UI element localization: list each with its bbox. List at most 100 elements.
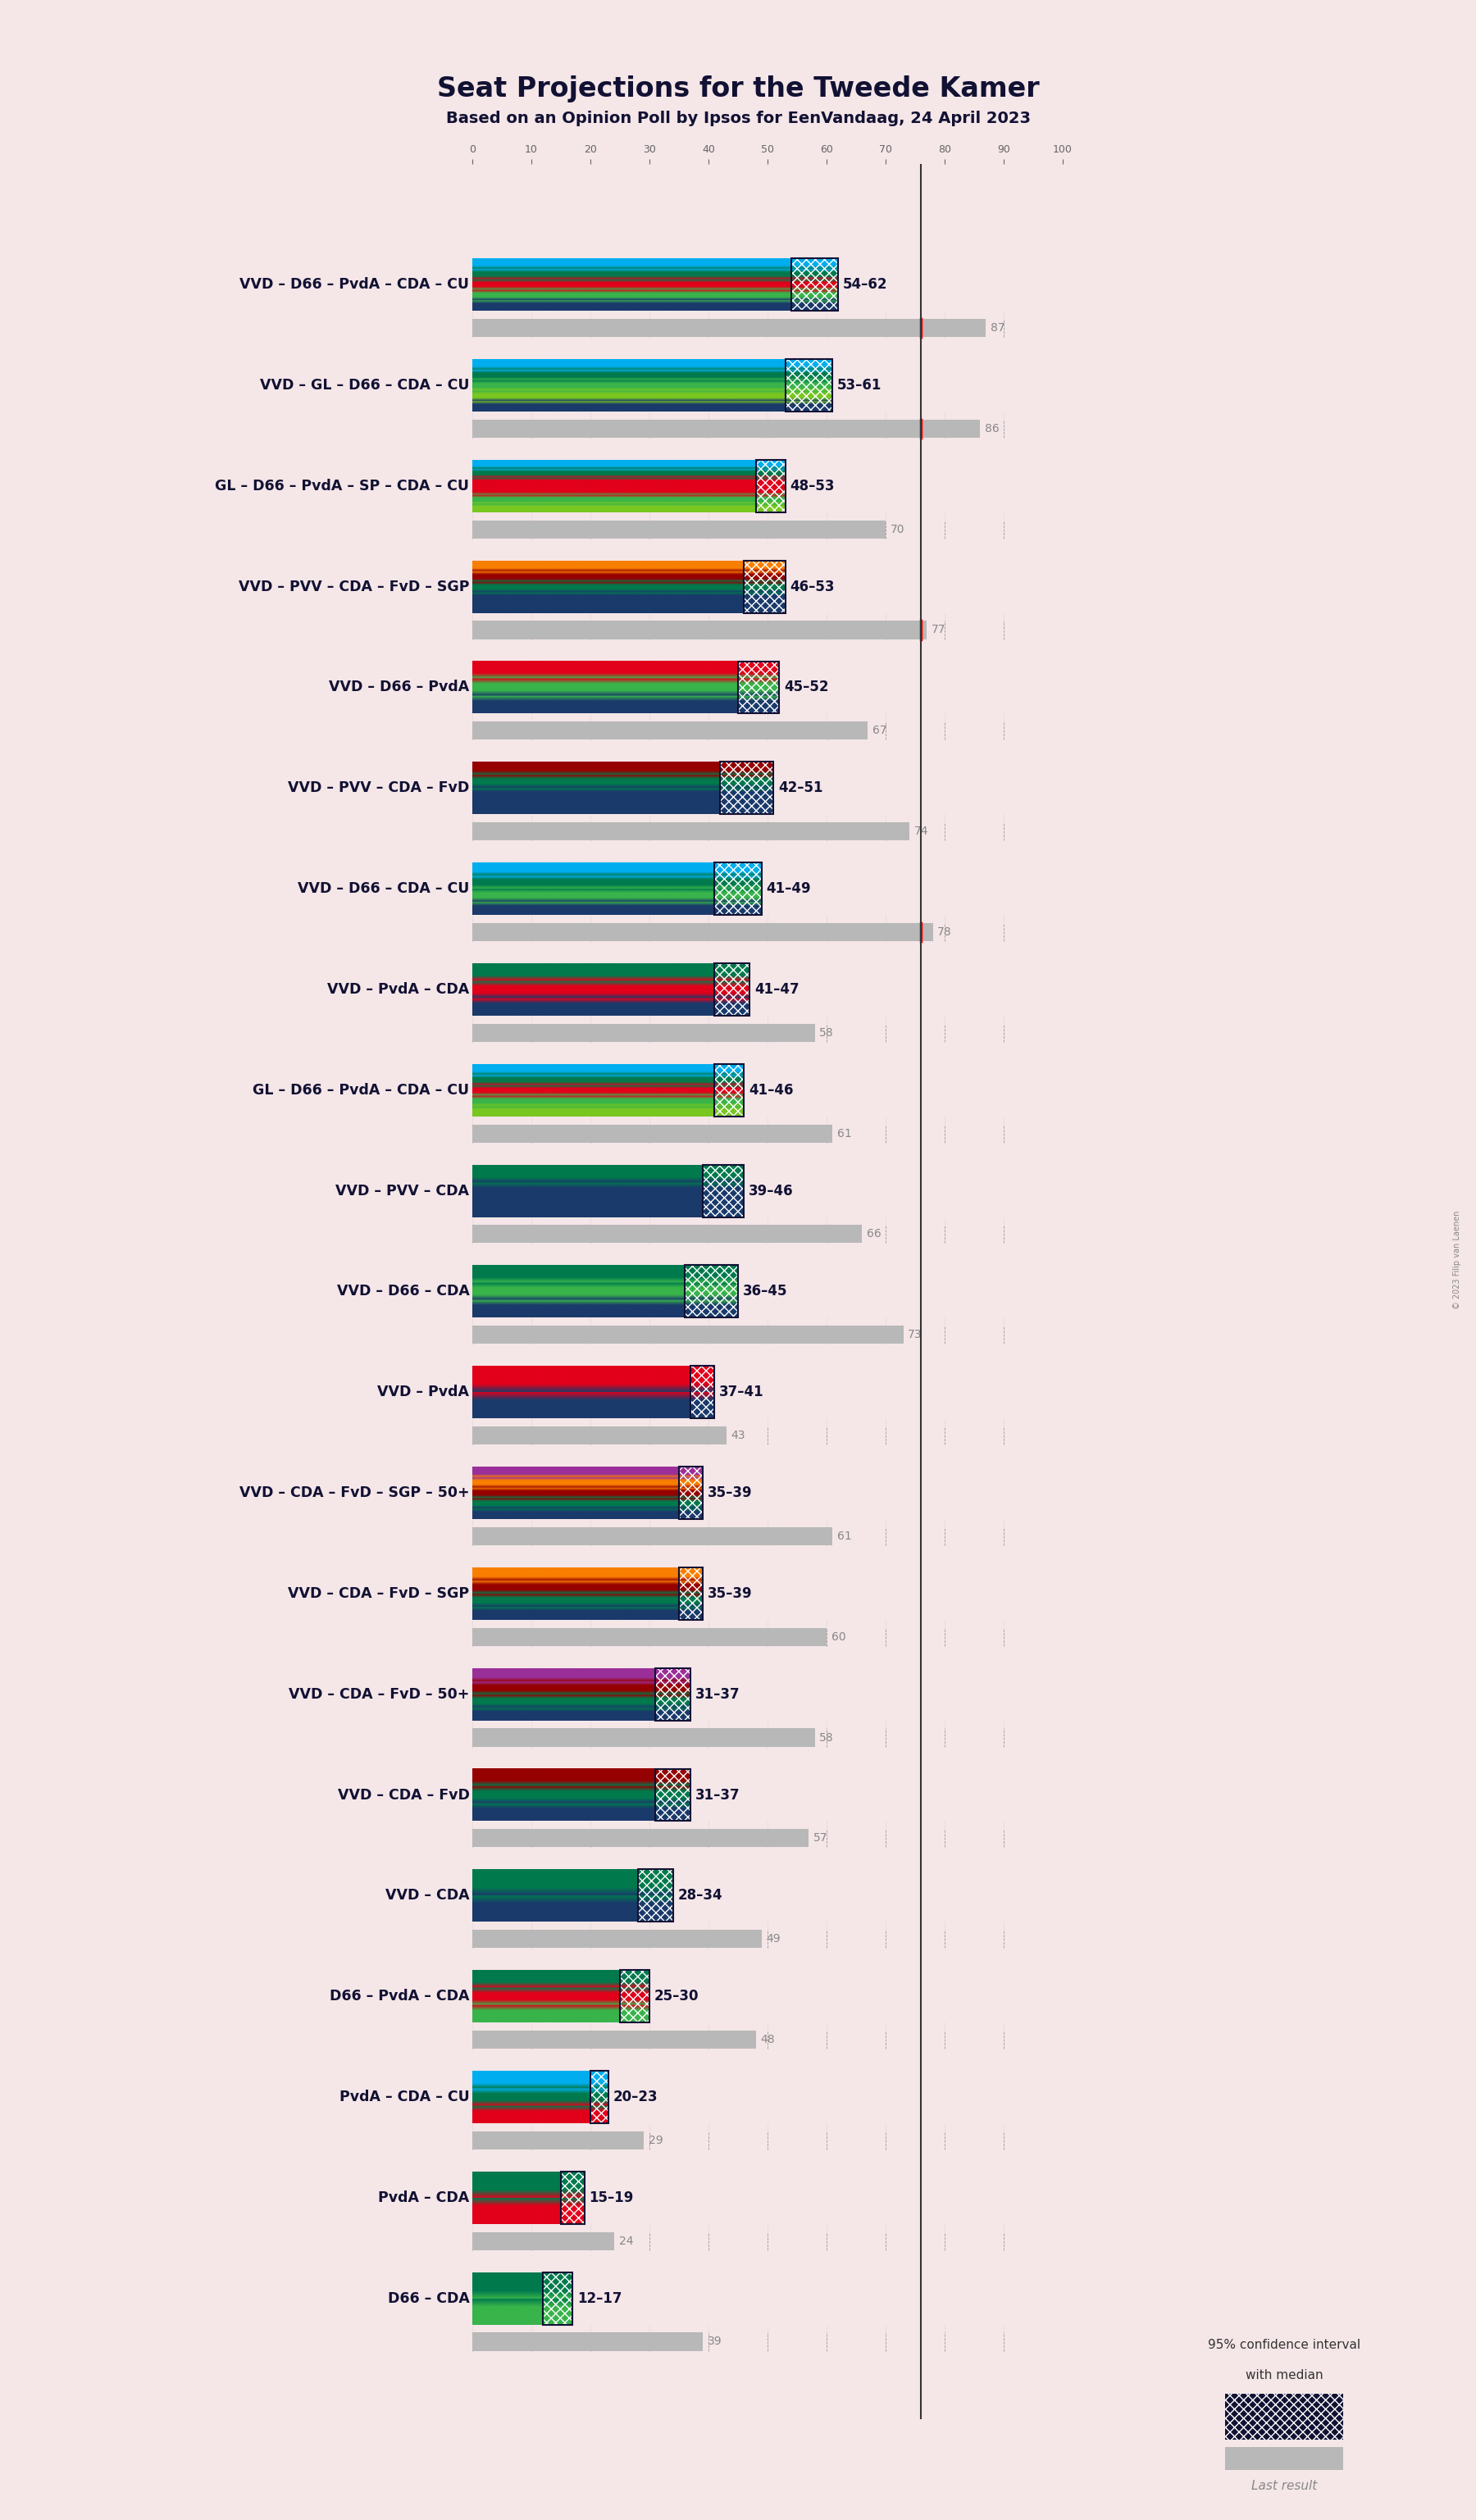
Text: VVD – PVV – CDA: VVD – PVV – CDA (335, 1184, 469, 1197)
Text: 28–34: 28–34 (677, 1887, 723, 1903)
Text: 41–46: 41–46 (748, 1084, 793, 1099)
Text: 29: 29 (648, 2134, 663, 2147)
Bar (685, 1265, 738, 1318)
Bar (679, 1467, 703, 1520)
Text: GL – D66 – PvdA – SP – CDA – CU: GL – D66 – PvdA – SP – CDA – CU (215, 479, 469, 494)
Bar (543, 2273, 573, 2323)
Text: 78: 78 (937, 927, 952, 937)
Text: 77: 77 (931, 625, 946, 635)
Bar (472, 2031, 756, 2049)
Bar (472, 1225, 862, 1242)
Text: 61: 61 (837, 1530, 852, 1542)
Bar (703, 1164, 744, 1217)
Bar (472, 1830, 809, 1847)
Bar (472, 2132, 644, 2150)
Text: VVD – PVV – CDA – FvD: VVD – PVV – CDA – FvD (288, 781, 469, 796)
Bar (756, 459, 785, 512)
Text: VVD – PvdA: VVD – PvdA (378, 1386, 469, 1399)
Bar (472, 1930, 762, 1948)
Text: VVD – CDA: VVD – CDA (385, 1887, 469, 1903)
Bar (472, 2233, 614, 2250)
Text: 54–62: 54–62 (843, 277, 887, 292)
Bar (720, 761, 773, 814)
Bar (744, 559, 785, 612)
Bar (590, 2071, 608, 2124)
Text: Last result: Last result (1252, 2480, 1317, 2492)
Text: PvdA – CDA – CU: PvdA – CDA – CU (339, 2089, 469, 2104)
Text: 12–17: 12–17 (577, 2291, 621, 2306)
Bar (738, 660, 779, 713)
Bar (791, 260, 838, 310)
Bar (703, 1164, 744, 1217)
Bar (620, 1971, 649, 2024)
Bar (472, 922, 933, 940)
Bar (472, 1527, 832, 1545)
Text: 66: 66 (866, 1227, 881, 1240)
Bar (685, 1265, 738, 1318)
Bar (472, 1023, 815, 1041)
Bar (738, 660, 779, 713)
Bar (720, 761, 773, 814)
Text: VVD – GL – D66 – CDA – CU: VVD – GL – D66 – CDA – CU (260, 378, 469, 393)
Text: Seat Projections for the Tweede Kamer: Seat Projections for the Tweede Kamer (437, 76, 1039, 103)
Bar (714, 862, 762, 915)
Bar (472, 721, 868, 741)
Text: 37–41: 37–41 (719, 1386, 765, 1399)
Text: 24: 24 (618, 2235, 633, 2248)
Text: 48–53: 48–53 (790, 479, 834, 494)
Text: 39–46: 39–46 (748, 1184, 794, 1197)
Text: 73: 73 (908, 1328, 922, 1341)
Text: with median: with median (1246, 2369, 1322, 2381)
Text: 15–19: 15–19 (589, 2190, 633, 2205)
Bar (744, 559, 785, 612)
Text: 49: 49 (766, 1933, 781, 1945)
Bar (638, 1870, 673, 1923)
Text: VVD – CDA – FvD: VVD – CDA – FvD (338, 1787, 469, 1802)
Text: 61: 61 (837, 1126, 852, 1139)
Bar (679, 1467, 703, 1520)
Text: 36–45: 36–45 (742, 1285, 787, 1298)
Bar (691, 1366, 714, 1419)
Text: VVD – D66 – PvdA – CDA – CU: VVD – D66 – PvdA – CDA – CU (239, 277, 469, 292)
Bar (679, 1567, 703, 1620)
Text: 31–37: 31–37 (695, 1686, 741, 1701)
Text: VVD – D66 – CDA: VVD – D66 – CDA (337, 1285, 469, 1298)
Bar (472, 822, 909, 839)
Bar (714, 1063, 744, 1116)
Bar (756, 459, 785, 512)
Bar (472, 2334, 703, 2351)
Bar (714, 1063, 744, 1116)
Bar (714, 963, 750, 1016)
Text: VVD – PVV – CDA – FvD – SGP: VVD – PVV – CDA – FvD – SGP (239, 580, 469, 595)
Bar (472, 1426, 726, 1444)
Bar (655, 1668, 691, 1721)
Text: 58: 58 (819, 1028, 834, 1038)
Text: D66 – CDA: D66 – CDA (388, 2291, 469, 2306)
Bar (714, 963, 750, 1016)
Text: © 2023 Filip van Laenen: © 2023 Filip van Laenen (1452, 1210, 1461, 1310)
Text: 41–47: 41–47 (754, 983, 800, 998)
Text: 45–52: 45–52 (784, 680, 828, 696)
Text: 41–49: 41–49 (766, 882, 812, 897)
Text: 58: 58 (819, 1731, 834, 1744)
Text: 57: 57 (813, 1832, 828, 1845)
Text: 48: 48 (760, 2034, 775, 2046)
Text: 70: 70 (890, 524, 905, 534)
Bar (472, 1124, 832, 1142)
Bar (590, 2071, 608, 2124)
Bar (472, 418, 980, 438)
Text: VVD – PvdA – CDA: VVD – PvdA – CDA (328, 983, 469, 998)
Bar (791, 260, 838, 310)
Text: 46–53: 46–53 (790, 580, 834, 595)
Bar (472, 320, 986, 338)
Text: 86: 86 (984, 423, 999, 433)
Text: 60: 60 (831, 1630, 846, 1643)
Bar (472, 519, 886, 539)
Bar (655, 1769, 691, 1822)
Text: 53–61: 53–61 (837, 378, 881, 393)
Text: 42–51: 42–51 (778, 781, 822, 796)
Bar (655, 1769, 691, 1822)
Text: 31–37: 31–37 (695, 1787, 741, 1802)
Text: 35–39: 35–39 (707, 1585, 753, 1600)
Bar (472, 620, 927, 640)
